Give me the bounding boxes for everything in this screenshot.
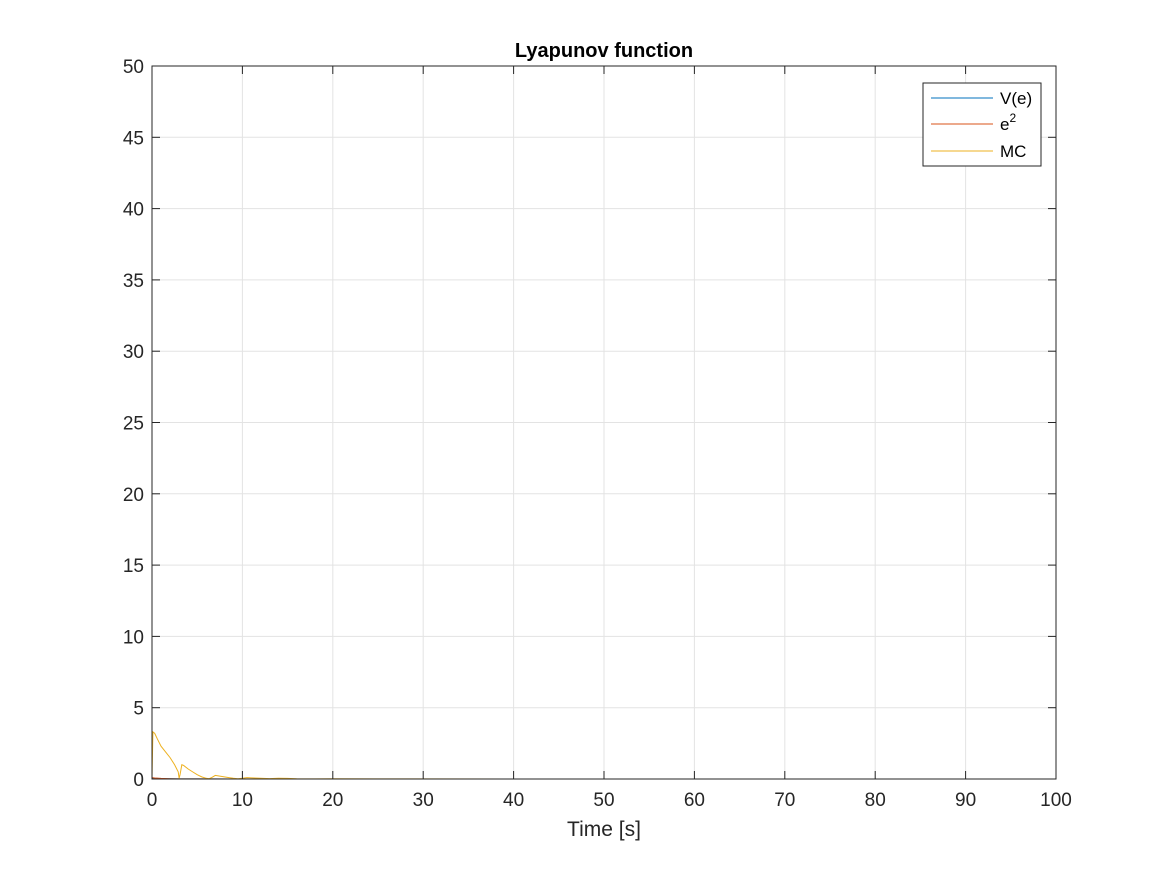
x-tick-label: 10 xyxy=(232,790,253,811)
x-tick-label: 70 xyxy=(774,790,795,811)
y-tick-label: 20 xyxy=(123,485,144,506)
x-tick-label: 30 xyxy=(413,790,434,811)
x-tick-label: 100 xyxy=(1040,790,1072,811)
y-tick-label: 0 xyxy=(133,770,144,791)
y-tick-label: 40 xyxy=(123,200,144,221)
x-tick-label: 50 xyxy=(593,790,614,811)
y-tick-label: 25 xyxy=(123,414,144,435)
chart-title: Lyapunov function xyxy=(515,40,693,62)
x-tick-label: 90 xyxy=(955,790,976,811)
y-tick-label: 45 xyxy=(123,128,144,149)
y-tick-label: 30 xyxy=(123,342,144,363)
x-tick-label: 80 xyxy=(865,790,886,811)
y-tick-label: 35 xyxy=(123,271,144,292)
x-axis-label: Time [s] xyxy=(567,818,641,841)
legend-label: MC xyxy=(1000,142,1026,161)
x-tick-label: 60 xyxy=(684,790,705,811)
y-tick-label: 15 xyxy=(123,556,144,577)
y-tick-label: 5 xyxy=(133,699,144,720)
x-tick-label: 20 xyxy=(322,790,343,811)
y-tick-label: 50 xyxy=(123,57,144,78)
legend-label-superscript: 2 xyxy=(1009,111,1016,125)
x-tick-label: 0 xyxy=(147,790,158,811)
y-tick-label: 10 xyxy=(123,627,144,648)
ticks: 0 10 20 30 40 50 60 70 80 90 100 0 5 10 15 20 25 30 35 40 45… xyxy=(123,57,1072,811)
legend-label: V(e) xyxy=(1000,89,1032,108)
x-tick-label: 40 xyxy=(503,790,524,811)
